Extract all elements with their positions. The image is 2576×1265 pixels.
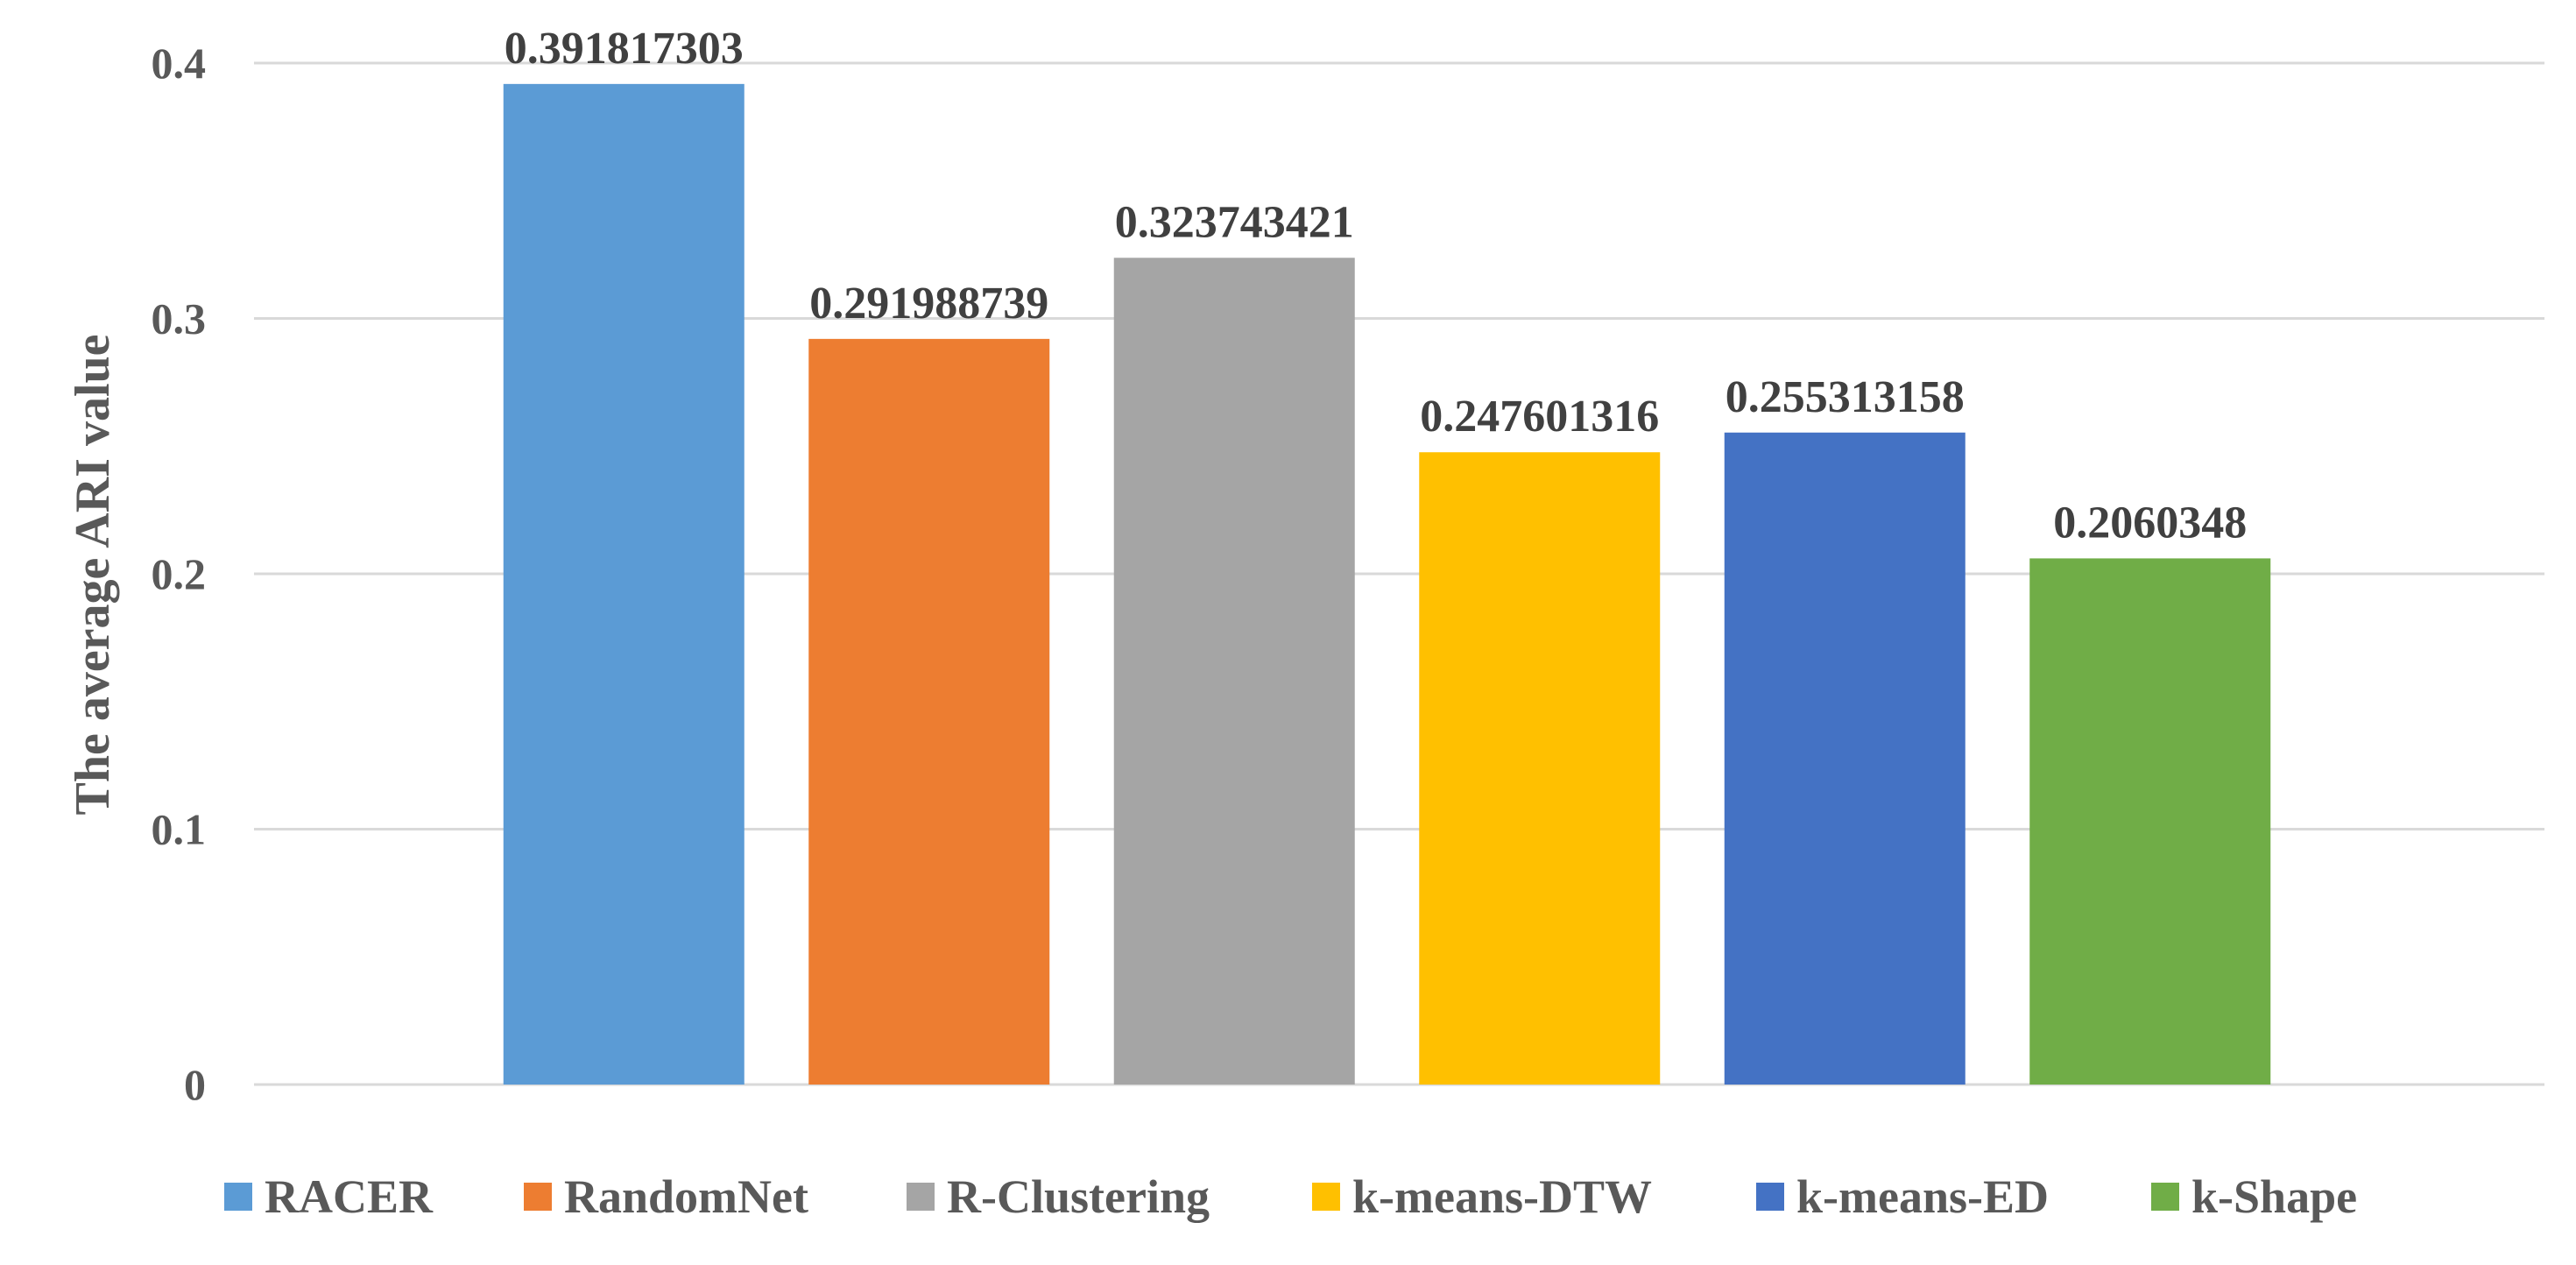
legend-swatch-randomnet — [524, 1183, 552, 1211]
bar-randomnet — [808, 338, 1050, 1085]
legend-swatch-k-means-ed — [1756, 1183, 1784, 1211]
data-label-k-means-ed: 0.255313158 — [1726, 372, 1965, 422]
legend-label-r-clustering: R-Clustering — [947, 1170, 1210, 1223]
y-axis-ticks: 0 0.1 0.2 0.3 0.4 — [152, 39, 207, 1109]
legend-swatch-r-clustering — [907, 1183, 935, 1211]
bar-racer — [503, 83, 745, 1085]
y-tick-label-3: 0.3 — [152, 294, 207, 343]
legend-label-racer: RACER — [265, 1170, 434, 1223]
y-tick-label-4: 0.4 — [152, 39, 207, 88]
bar-k-shape — [2029, 558, 2271, 1085]
legend-label-randomnet: RandomNet — [564, 1170, 808, 1223]
y-tick-label-0: 0 — [184, 1060, 206, 1109]
legend-swatch-k-means-dtw — [1312, 1183, 1340, 1211]
data-label-r-clustering: 0.323743421 — [1115, 197, 1354, 247]
legend-swatch-k-shape — [2151, 1183, 2179, 1211]
y-tick-label-1: 0.1 — [152, 805, 207, 854]
legend: RACER RandomNet R-Clustering k-means-DTW k-m… — [224, 1170, 2357, 1223]
data-label-randomnet: 0.291988739 — [809, 279, 1048, 329]
data-labels: 0.391817303 0.291988739 0.323743421 0.24760… — [505, 24, 2248, 548]
legend-label-k-means-ed: k-means-ED — [1796, 1170, 2049, 1223]
bars — [503, 83, 2271, 1085]
bar-k-means-ed — [1724, 432, 1966, 1085]
y-tick-label-2: 0.2 — [152, 549, 207, 598]
legend-swatch-racer — [224, 1183, 252, 1211]
data-label-k-shape: 0.2060348 — [2053, 498, 2247, 548]
legend-label-k-means-dtw: k-means-DTW — [1352, 1170, 1652, 1223]
data-label-k-means-dtw: 0.247601316 — [1420, 392, 1659, 442]
legend-label-k-shape: k-Shape — [2191, 1170, 2357, 1223]
y-axis-title: The average ARI value — [66, 334, 120, 815]
bar-k-means-dtw — [1419, 452, 1661, 1085]
data-label-racer: 0.391817303 — [505, 24, 744, 74]
bar-r-clustering — [1113, 258, 1355, 1085]
